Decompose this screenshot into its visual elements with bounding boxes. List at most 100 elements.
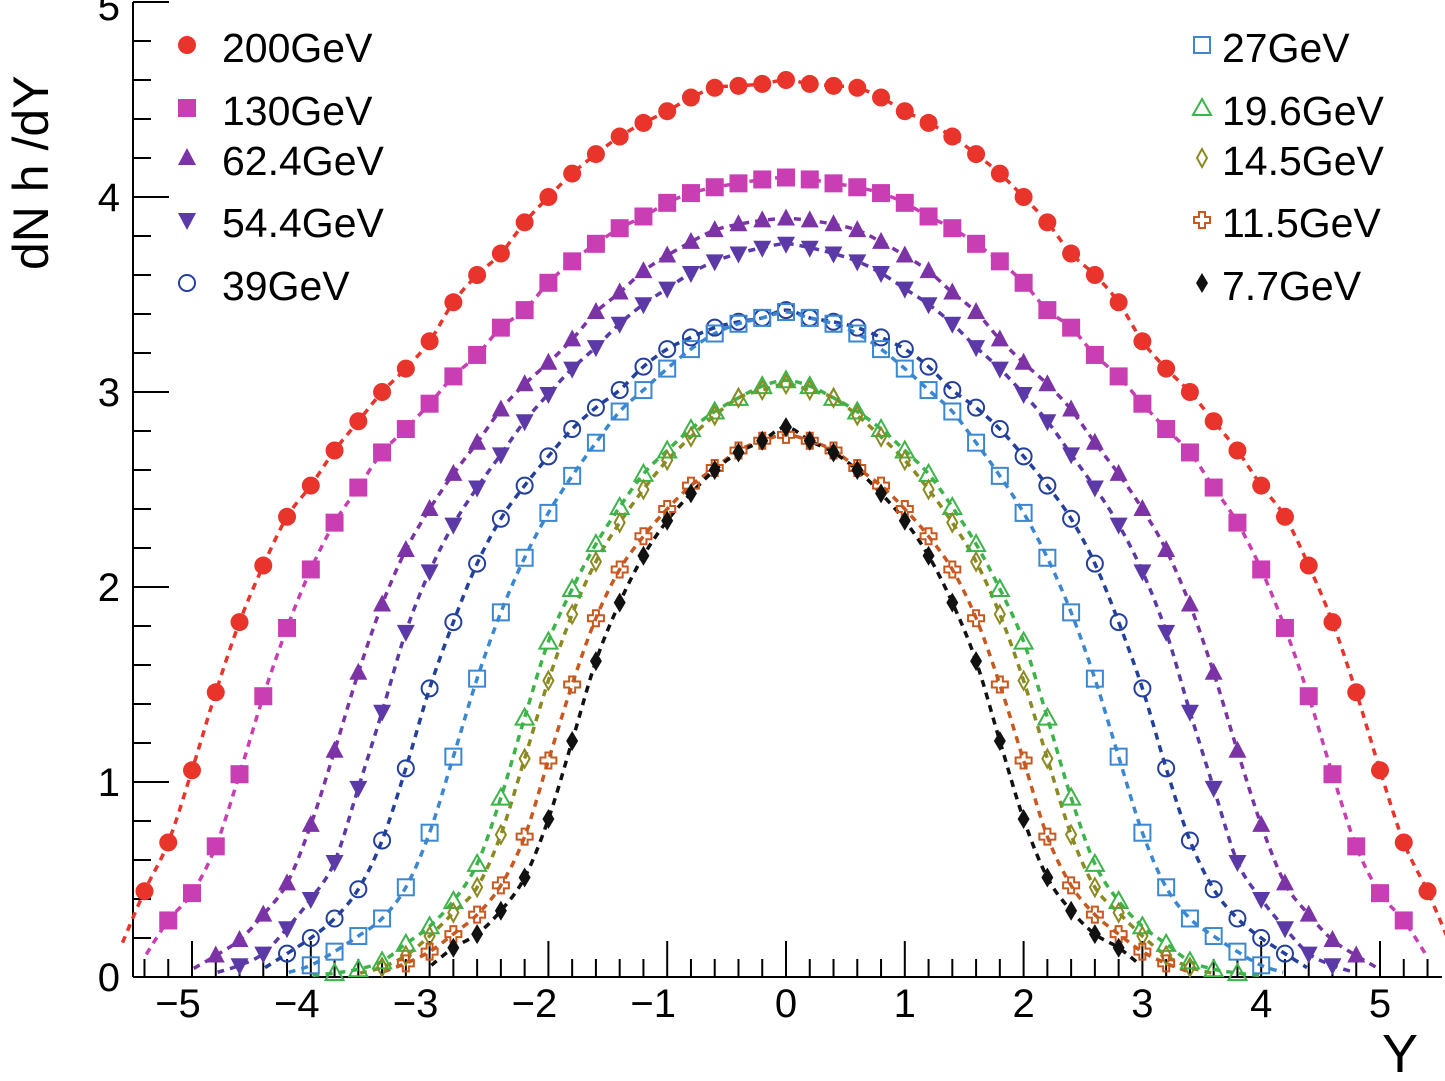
data-point-14-5gev: [542, 669, 555, 692]
data-point-62-4gev: [325, 740, 344, 758]
data-point-14-5gev: [423, 924, 436, 948]
data-point-54-4gev: [349, 780, 368, 798]
data-point-11-5gev: [1038, 827, 1057, 846]
data-point-39gev: [1133, 679, 1152, 698]
data-point-130gev: [1371, 884, 1389, 903]
data-point-200gev: [539, 188, 558, 206]
data-point-200gev: [943, 127, 962, 146]
legend-label: 7.7GeV: [1222, 263, 1362, 309]
data-point-39gev: [1157, 759, 1176, 778]
data-point-14-5gev: [518, 747, 531, 770]
data-point-39gev: [1275, 944, 1294, 963]
data-point-200gev: [634, 113, 653, 132]
data-point-19-6gev: [418, 915, 441, 935]
data-point-39gev: [420, 679, 439, 698]
legend-entry-200gev: 200GeV: [178, 25, 373, 71]
x-tick-label: −1: [630, 982, 676, 1026]
data-point-62-4gev: [1180, 594, 1199, 612]
data-point-7-7gev: [1017, 809, 1030, 830]
legend-entry-14-5gev: 14.5GeV: [1195, 138, 1384, 184]
data-point-200gev: [135, 882, 154, 901]
y-tick-label: 0: [98, 956, 120, 1000]
data-point-62-4gev: [1157, 539, 1176, 557]
data-point-7-7gev: [708, 460, 721, 480]
data-point-130gev: [967, 234, 986, 253]
data-point-62-4gev: [681, 231, 700, 249]
data-point-19-6gev: [1036, 706, 1059, 726]
data-point-62-4gev: [1204, 662, 1223, 680]
data-point-200gev: [848, 78, 867, 97]
data-point-14-5gev: [1064, 823, 1078, 846]
data-point-11-5gev: [444, 925, 463, 944]
data-point-62-4gev: [705, 220, 724, 238]
series-11-5gev: [396, 425, 1176, 973]
data-point-39gev: [1180, 831, 1199, 850]
data-point-130gev: [681, 184, 700, 203]
data-point-7-7gev: [471, 924, 484, 945]
series-14-5gev: [375, 373, 1197, 979]
data-point-54-4gev: [1204, 780, 1223, 798]
legend-label: 62.4GeV: [222, 138, 384, 184]
data-point-62-4gev: [206, 945, 225, 963]
data-point-200gev: [1394, 833, 1413, 852]
data-point-14-5gev: [827, 386, 840, 409]
legend-entry-130gev: 130GeV: [178, 88, 373, 134]
data-point-11-5gev: [634, 527, 653, 546]
data-point-130gev: [1394, 911, 1413, 930]
data-point-27gev: [1062, 603, 1081, 622]
data-point-130gev: [1252, 560, 1271, 579]
x-tick-label: 5: [1369, 982, 1391, 1026]
data-point-62-4gev: [586, 302, 605, 320]
data-point-62-4gev: [230, 929, 249, 947]
data-point-130gev: [159, 911, 178, 930]
legend-entry-19-6gev: 19.6GeV: [1191, 88, 1384, 134]
data-point-11-5gev: [420, 942, 439, 961]
data-point-62-4gev: [1085, 432, 1104, 450]
data-point-19-6gev: [1202, 958, 1225, 978]
data-point-19-6gev: [846, 400, 868, 420]
data-point-14-5gev: [993, 603, 1006, 626]
data-point-54-4gev: [301, 892, 320, 909]
legend-label: 14.5GeV: [1222, 138, 1384, 184]
data-point-14-5gev: [779, 373, 793, 396]
data-point-200gev: [681, 88, 700, 107]
data-point-14-5gev: [803, 378, 816, 402]
legend-label: 27GeV: [1222, 25, 1350, 71]
data-point-200gev: [230, 613, 249, 632]
data-point-130gev: [444, 367, 463, 386]
data-point-39gev: [658, 340, 677, 359]
data-point-130gev: [658, 193, 677, 212]
data-point-62-4gev: [634, 261, 653, 279]
data-point-11-5gev: [1085, 905, 1104, 924]
data-point-27gev: [1109, 747, 1128, 766]
data-point-39gev: [681, 328, 700, 347]
data-point-14-5gev: [851, 404, 864, 427]
data-point-200gev: [1062, 244, 1081, 263]
data-point-7-7gev: [684, 483, 697, 504]
legend-entry-62-4gev: 62.4GeV: [178, 138, 384, 184]
legend-marker-11-5gev: [1193, 211, 1211, 229]
data-point-54-4gev: [254, 946, 273, 964]
data-point-62-4gev: [1133, 499, 1152, 516]
series-39gev: [278, 301, 1294, 963]
data-point-39gev: [1038, 476, 1057, 495]
data-point-130gev: [1157, 420, 1176, 439]
y-tick-label: 1: [98, 761, 120, 805]
data-point-54-4gev: [990, 361, 1009, 379]
data-point-27gev: [349, 927, 368, 946]
data-point-200gev: [159, 833, 178, 852]
data-point-130gev: [230, 765, 249, 784]
y-tick-label: 2: [98, 566, 120, 610]
data-point-200gev: [586, 145, 605, 164]
data-point-39gev: [1228, 909, 1247, 928]
data-point-11-5gev: [1133, 942, 1152, 961]
data-point-200gev: [349, 412, 368, 431]
data-point-19-6gev: [561, 577, 583, 597]
data-point-62-4gev: [753, 210, 772, 228]
x-tick-label: 1: [894, 982, 916, 1026]
data-point-39gev: [610, 381, 629, 400]
data-point-130gev: [872, 184, 891, 203]
data-point-200gev: [1275, 507, 1294, 526]
data-point-130gev: [800, 170, 819, 189]
data-point-62-4gev: [515, 374, 534, 392]
